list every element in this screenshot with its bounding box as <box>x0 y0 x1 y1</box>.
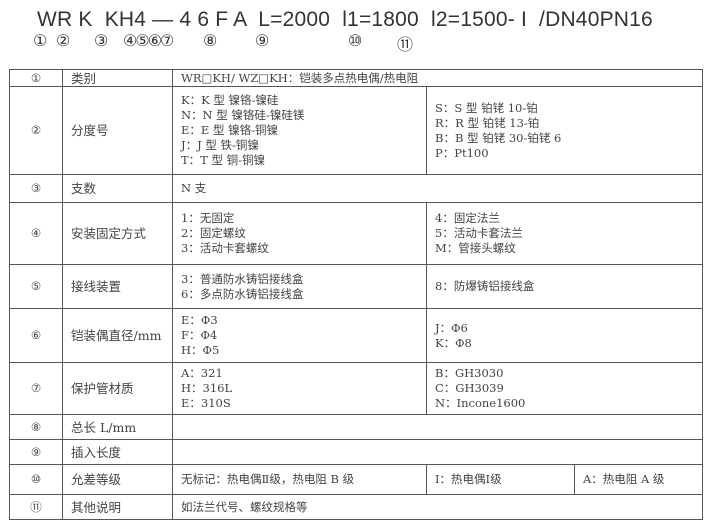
row-value: 3：普通防水铸铝接线盒 6：多点防水铸铝接线盒 <box>172 264 427 309</box>
table-row: ③ 支数 N 支 <box>9 174 703 203</box>
table-row: ⑧ 总长 L/mm <box>9 414 703 440</box>
row-value: 1：无固定 2：固定螺纹 3：活动卡套螺纹 <box>172 202 427 265</box>
table-row: ② 分度号 K：K 型 镍铬-镍硅 N：N 型 镍铬硅-镍硅镁 E：E 型 镍铬-铜… <box>9 86 703 175</box>
table-row: ④ 安装固定方式 1：无固定 2：固定螺纹 3：活动卡套螺纹 4：固定法兰 5：活动卡… <box>9 202 703 265</box>
table-row: ⑦ 保护管材质 A：321 H：316L E：310S B：GH3030 C：GH30… <box>9 362 703 415</box>
row-value <box>172 439 703 465</box>
row-label: 允差等级 <box>62 464 173 495</box>
row-number: ② <box>9 86 63 175</box>
row-number: ⑨ <box>9 439 63 465</box>
marker: ③ <box>94 31 109 50</box>
row-value: A：321 H：316L E：310S <box>172 362 427 415</box>
marker: ⑧ <box>203 31 218 50</box>
table-row: ⑨ 插入长度 <box>9 439 703 465</box>
row-label: 安装固定方式 <box>62 202 173 265</box>
row-number: ⑧ <box>9 414 63 440</box>
row-label: 插入长度 <box>62 439 173 465</box>
row-value: Ⅰ：热电偶Ⅰ级 <box>426 464 575 495</box>
row-value: K：K 型 镍铬-镍硅 N：N 型 镍铬硅-镍硅镁 E：E 型 镍铬-铜镍 J：… <box>172 86 427 175</box>
row-number: ⑥ <box>9 308 63 363</box>
row-value: 无标记：热电偶Ⅱ级，热电阻 B 级 <box>172 464 427 495</box>
row-label: 其他说明 <box>62 494 173 520</box>
row-value: 8：防爆铸铝接线盒 <box>426 264 703 309</box>
marker: ② <box>56 31 71 50</box>
table-row: ① 类别 WR□KH/ WZ□KH：铠装多点热电偶/热电阻 <box>9 69 703 87</box>
row-value: A：热电阻 A 级 <box>574 464 703 495</box>
row-value <box>172 414 703 440</box>
table-row: ⑩ 允差等级 无标记：热电偶Ⅱ级，热电阻 B 级 Ⅰ：热电偶Ⅰ级 A：热电阻 A 级 <box>9 464 703 495</box>
table-row: ⑤ 接线装置 3：普通防水铸铝接线盒 6：多点防水铸铝接线盒 8：防爆铸铝接线盒 <box>9 264 703 309</box>
row-label: 保护管材质 <box>62 362 173 415</box>
row-number: ③ <box>9 174 63 203</box>
row-value: N 支 <box>172 174 703 203</box>
row-number: ④ <box>9 202 63 265</box>
row-value: J：Φ6 K：Φ8 <box>426 308 703 363</box>
row-value: S：S 型 铂铑 10-铂 R：R 型 铂铑 13-铂 B：B 型 铂铑 30-… <box>426 86 703 175</box>
row-label: 支数 <box>62 174 173 203</box>
row-label: 总长 L/mm <box>62 414 173 440</box>
marker: ⑨ <box>255 31 270 50</box>
row-value: E：Φ3 F：Φ4 H：Φ5 <box>172 308 427 363</box>
row-value: B：GH3030 C：GH3039 N：Incone1600 <box>426 362 703 415</box>
row-label: 接线装置 <box>62 264 173 309</box>
row-label: 分度号 <box>62 86 173 175</box>
row-value: 4：固定法兰 5：活动卡套法兰 M：管接头螺纹 <box>426 202 703 265</box>
row-value: 如法兰代号、螺纹规格等 <box>172 494 703 520</box>
row-number: ⑤ <box>9 264 63 309</box>
row-number: ⑪ <box>9 494 63 520</box>
row-label: 类别 <box>62 69 173 87</box>
model-code: WR K KH4 — 4 6 F A L=2000 l1=1800 l2=150… <box>37 8 653 31</box>
row-number: ⑦ <box>9 362 63 415</box>
spec-table: ① 类别 WR□KH/ WZ□KH：铠装多点热电偶/热电阻 ② 分度号 K：K 型 镍铬-… <box>9 69 703 520</box>
marker: ⑪ <box>397 35 414 54</box>
row-label: 铠装偶直径/mm <box>62 308 173 363</box>
row-number: ⑩ <box>9 464 63 495</box>
marker: ④⑤⑥⑦ <box>123 31 174 50</box>
table-row: ⑥ 铠装偶直径/mm E：Φ3 F：Φ4 H：Φ5 J：Φ6 K：Φ8 <box>9 308 703 363</box>
marker: ① <box>33 31 48 50</box>
row-value: WR□KH/ WZ□KH：铠装多点热电偶/热电阻 <box>172 69 703 87</box>
table-row: ⑪ 其他说明 如法兰代号、螺纹规格等 <box>9 494 703 520</box>
marker: ⑩ <box>348 31 363 50</box>
row-number: ① <box>9 69 63 87</box>
